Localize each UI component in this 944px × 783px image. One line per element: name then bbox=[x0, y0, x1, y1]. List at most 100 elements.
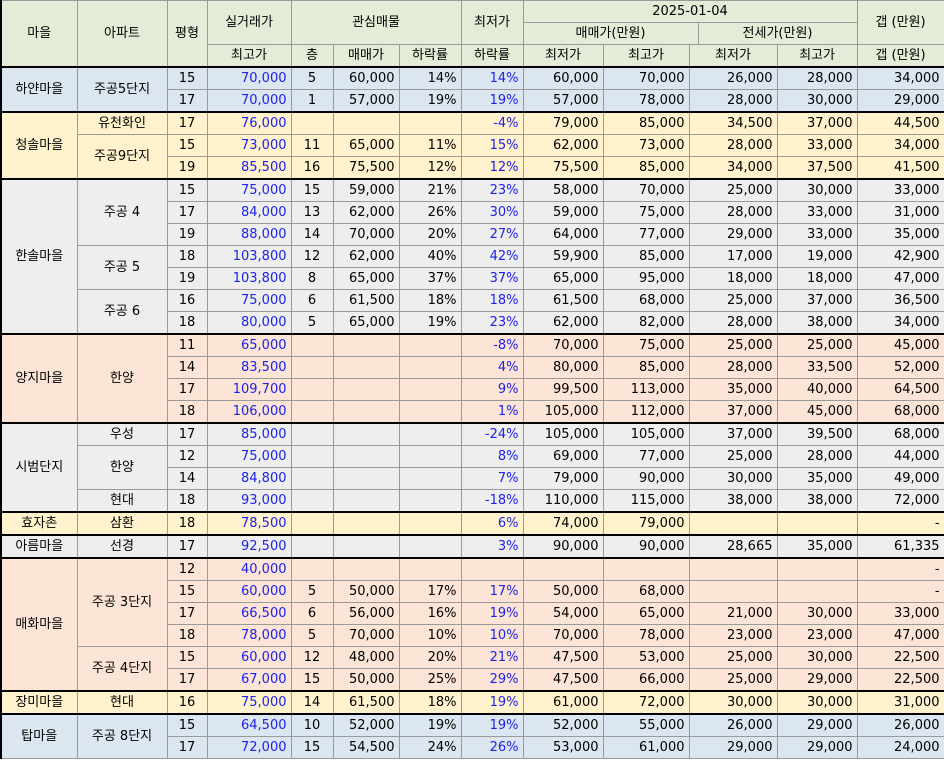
sale-min-cell: 53,000 bbox=[522, 736, 604, 759]
jeonse-max-cell: 38,000 bbox=[776, 311, 858, 335]
sale-min-cell: 52,000 bbox=[522, 713, 604, 737]
drop-rate-cell: 12% bbox=[398, 156, 462, 180]
col-jeonse-max: 최고가 bbox=[776, 44, 858, 68]
floor-cell bbox=[290, 445, 334, 468]
gap-cell: 44,500 bbox=[856, 111, 944, 135]
lowest-drop-rate-cell: 19% bbox=[460, 690, 524, 715]
jeonse-max-cell: 30,000 bbox=[776, 646, 858, 669]
jeonse-min-cell bbox=[688, 511, 778, 536]
sale-min-cell: 50,000 bbox=[522, 580, 604, 603]
sale-min-cell: 79,000 bbox=[522, 111, 604, 135]
sale-min-cell: 75,500 bbox=[522, 156, 604, 180]
jeonse-min-cell: 21,000 bbox=[688, 602, 778, 625]
sale-price-cell bbox=[332, 489, 400, 513]
drop-rate-cell: 17% bbox=[398, 580, 462, 603]
sale-max-cell: 78,000 bbox=[602, 89, 690, 113]
jeonse-min-cell: 37,000 bbox=[688, 400, 778, 424]
col-sale-max: 최고가 bbox=[602, 44, 690, 68]
table-row: 19 88,000 14 70,000 20% 27% 64,000 77,000 29,000… bbox=[1, 223, 944, 246]
gap-cell: 61,335 bbox=[856, 534, 944, 559]
apartment-cell: 우성 bbox=[76, 422, 168, 446]
drop-rate-cell bbox=[398, 356, 462, 379]
pyeong-cell: 17 bbox=[166, 111, 208, 135]
drop-rate-cell bbox=[398, 400, 462, 424]
floor-cell bbox=[290, 489, 334, 513]
apartment-cell: 유천화인 bbox=[76, 111, 168, 135]
pyeong-cell: 18 bbox=[166, 489, 208, 513]
jeonse-min-cell: 29,000 bbox=[688, 736, 778, 759]
jeonse-min-cell: 17,000 bbox=[688, 245, 778, 268]
sale-min-cell: 47,500 bbox=[522, 646, 604, 669]
sale-price-cell bbox=[332, 356, 400, 379]
col-village: 마을 bbox=[0, 0, 78, 68]
apartment-cell: 주공 3단지 bbox=[76, 557, 168, 647]
lowest-drop-rate-cell: 18% bbox=[460, 289, 524, 312]
apartment-cell: 주공 8단지 bbox=[76, 713, 168, 759]
gap-cell: 68,000 bbox=[856, 422, 944, 446]
real-trade-max-cell: 78,500 bbox=[206, 511, 292, 536]
floor-cell bbox=[290, 511, 334, 536]
sale-min-cell bbox=[522, 557, 604, 581]
real-trade-max-cell: 85,000 bbox=[206, 422, 292, 446]
lowest-drop-rate-cell: 9% bbox=[460, 378, 524, 401]
pyeong-cell: 16 bbox=[166, 289, 208, 312]
real-trade-max-cell: 65,000 bbox=[206, 333, 292, 357]
table-row: 14 83,500 4% 80,000 85,000 28,000 33,500 52,000 bbox=[1, 356, 944, 379]
floor-cell bbox=[290, 356, 334, 379]
sale-price-cell: 57,000 bbox=[332, 89, 400, 113]
floor-cell: 1 bbox=[290, 89, 334, 113]
col-jeonse-range: 전세가(만원) bbox=[742, 26, 813, 41]
sale-max-cell: 79,000 bbox=[602, 511, 690, 536]
sale-min-cell: 64,000 bbox=[522, 223, 604, 246]
table-row: 양지마을 한양 11 65,000 -8% 70,000 75,000 25,000 25,00… bbox=[0, 333, 944, 424]
col-gap-sub: 갭 (만원) bbox=[856, 44, 944, 68]
header-row-1: 마을 아파트 평형 실거래가 관심매물 최저가 2025-01-04 매매가(만… bbox=[0, 0, 944, 68]
village-cell: 아름마을 bbox=[0, 534, 78, 559]
village-cell: 한솔마을 bbox=[0, 178, 78, 335]
lowest-drop-rate-cell: -8% bbox=[460, 333, 524, 357]
jeonse-max-cell: 30,000 bbox=[776, 602, 858, 625]
apartment-price-table: 마을 아파트 평형 실거래가 관심매물 최저가 2025-01-04 매매가(만… bbox=[0, 0, 944, 759]
table-row: 17 84,000 13 62,000 26% 30% 59,000 75,000 28,000… bbox=[1, 201, 944, 224]
jeonse-max-cell: 33,500 bbox=[776, 356, 858, 379]
sale-price-cell: 60,000 bbox=[332, 66, 400, 90]
floor-cell bbox=[290, 467, 334, 490]
date-header-cell: 2025-01-04 매매가(만원) 전세가(만원) bbox=[522, 0, 858, 45]
header-row-2: 최고가 층 매매가 하락률 하락률 최저가 최고가 최저가 최고가 갭 (만원) bbox=[1, 44, 944, 68]
gap-cell: 44,000 bbox=[856, 445, 944, 468]
real-trade-max-cell: 64,500 bbox=[206, 713, 292, 737]
jeonse-max-cell: 33,000 bbox=[776, 223, 858, 246]
jeonse-min-cell: 25,000 bbox=[688, 333, 778, 357]
sale-price-cell: 61,500 bbox=[332, 289, 400, 312]
jeonse-min-cell: 29,000 bbox=[688, 223, 778, 246]
pyeong-cell: 18 bbox=[166, 624, 208, 647]
jeonse-min-cell: 30,000 bbox=[688, 690, 778, 715]
jeonse-max-cell: 37,000 bbox=[776, 111, 858, 135]
gap-cell: 26,000 bbox=[856, 713, 944, 737]
lowest-drop-rate-cell: 29% bbox=[460, 668, 524, 692]
jeonse-min-cell: 28,000 bbox=[688, 356, 778, 379]
floor-cell: 13 bbox=[290, 201, 334, 224]
real-trade-max-cell: 76,000 bbox=[206, 111, 292, 135]
pyeong-cell: 17 bbox=[166, 201, 208, 224]
sale-max-cell: 85,000 bbox=[602, 156, 690, 180]
report-date: 2025-01-04 bbox=[524, 2, 857, 23]
sale-max-cell: 115,000 bbox=[602, 489, 690, 513]
real-trade-max-cell: 75,000 bbox=[206, 289, 292, 312]
gap-cell: 47,000 bbox=[856, 624, 944, 647]
sale-max-cell: 66,000 bbox=[602, 668, 690, 692]
jeonse-max-cell: 37,000 bbox=[776, 289, 858, 312]
gap-cell: - bbox=[856, 557, 944, 581]
apartment-cell: 주공9단지 bbox=[76, 134, 168, 180]
real-trade-max-cell: 78,000 bbox=[206, 624, 292, 647]
col-sale-range: 매매가(만원) bbox=[524, 23, 699, 44]
floor-cell: 5 bbox=[290, 580, 334, 603]
floor-cell bbox=[290, 333, 334, 357]
jeonse-max-cell: 29,000 bbox=[776, 713, 858, 737]
village-cell: 탑마을 bbox=[0, 713, 78, 759]
drop-rate-cell: 19% bbox=[398, 89, 462, 113]
jeonse-max-cell: 39,500 bbox=[776, 422, 858, 446]
sale-price-cell: 62,000 bbox=[332, 245, 400, 268]
real-trade-max-cell: 75,000 bbox=[206, 690, 292, 715]
pyeong-cell: 12 bbox=[166, 557, 208, 581]
